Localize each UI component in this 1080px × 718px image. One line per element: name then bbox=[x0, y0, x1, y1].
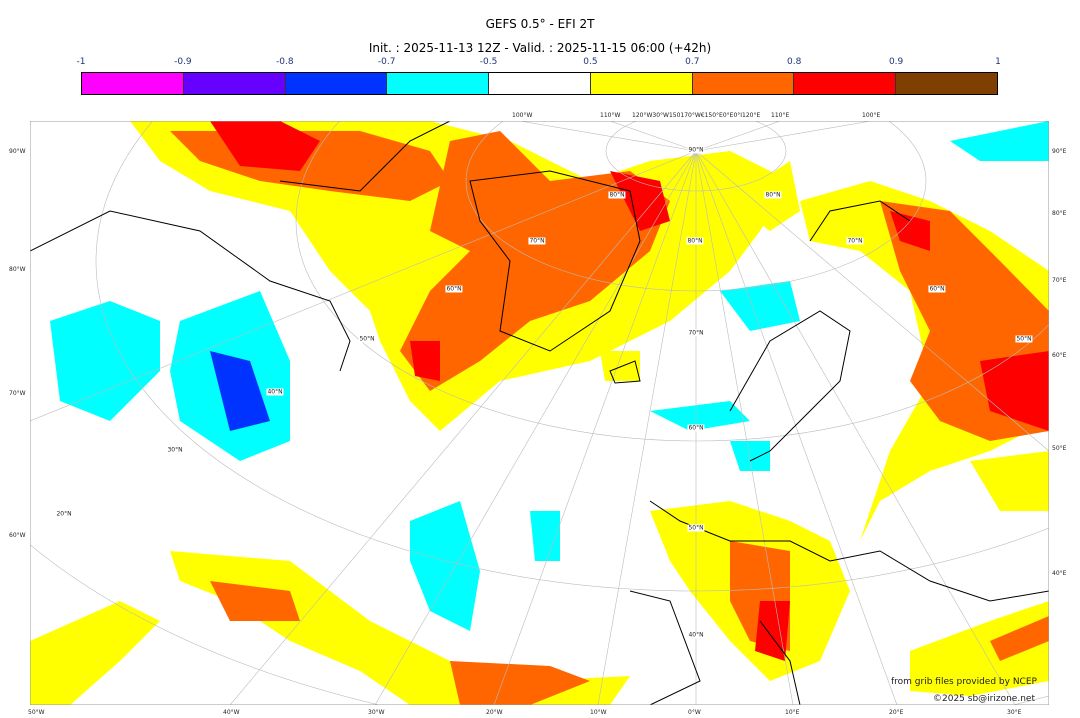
graticule-label: 50°N bbox=[358, 335, 376, 343]
colorbar-bin bbox=[285, 73, 388, 94]
colorbar-bin bbox=[387, 73, 490, 94]
graticule-label: 60°E bbox=[1052, 352, 1067, 359]
colorbar-tick: -1 bbox=[76, 57, 86, 67]
map-subtitle: Init. : 2025-11-13 12Z - Valid. : 2025-1… bbox=[368, 41, 712, 55]
colorbar-tick: 0.8 bbox=[787, 57, 802, 67]
colorbar-tick: 0.7 bbox=[685, 57, 700, 67]
graticule-label: 10°W bbox=[590, 709, 607, 716]
graticule-label: 80°N bbox=[686, 237, 704, 245]
colorbar-bin bbox=[692, 73, 795, 94]
graticule-label: 120°W30°W150170°W€150°E0°E0°I120°E bbox=[632, 112, 761, 119]
graticule-label: 0°W bbox=[688, 709, 701, 716]
graticule-label: 60°N bbox=[687, 424, 705, 432]
colorbar-tick: -0.5 bbox=[479, 57, 498, 67]
graticule-label: 70°N bbox=[687, 329, 705, 337]
graticule-label: 110°E bbox=[771, 112, 790, 119]
graticule-label: 10°E bbox=[785, 709, 800, 716]
graticule-label: 60°N bbox=[928, 285, 946, 293]
colorbar-bin bbox=[489, 73, 591, 94]
graticule-label: 30°W bbox=[368, 709, 385, 716]
colorbar-tick: 0.5 bbox=[583, 57, 598, 67]
graticule-label: 20°W bbox=[486, 709, 503, 716]
source-credit: from grib files provided by NCEP bbox=[891, 677, 1037, 687]
colorbar bbox=[81, 72, 998, 95]
graticule-label: 70°W bbox=[9, 390, 26, 397]
graticule-label: 60°N bbox=[445, 285, 463, 293]
graticule-label: 50°N bbox=[687, 524, 705, 532]
colorbar-bin bbox=[896, 73, 998, 94]
copyright: ©2025 sb@irizone.net bbox=[933, 694, 1035, 704]
graticule-label: 90°W bbox=[9, 148, 26, 155]
colorbar-tick: 0.9 bbox=[888, 57, 904, 67]
graticule-label: 20°N bbox=[55, 510, 73, 518]
graticule-label: 70°N bbox=[846, 237, 864, 245]
colorbar-bin bbox=[590, 73, 693, 94]
graticule-label: 40°E bbox=[1052, 570, 1067, 577]
colorbar-bin bbox=[183, 73, 286, 94]
graticule-label: 50°E bbox=[1052, 445, 1067, 452]
coastlines bbox=[30, 121, 1049, 705]
graticule-label: 80°E bbox=[1052, 210, 1067, 217]
colorbar-bin bbox=[82, 73, 184, 94]
graticule-label: 60°W bbox=[9, 532, 26, 539]
colorbar-tick: -0.7 bbox=[377, 57, 396, 67]
map-title: GEFS 0.5° - EFI 2T bbox=[485, 17, 595, 31]
graticule-label: 90°N bbox=[687, 146, 705, 154]
graticule-label: 50°N bbox=[1015, 335, 1033, 343]
colorbar-tick: -0.9 bbox=[174, 57, 192, 67]
graticule-label: 70°N bbox=[528, 237, 546, 245]
graticule-label: 90°E bbox=[1052, 148, 1067, 155]
graticule-label: 80°N bbox=[764, 191, 782, 199]
graticule-label: 40°W bbox=[223, 709, 240, 716]
graticule-label: 110°W bbox=[600, 112, 621, 119]
graticule-label: 70°E bbox=[1052, 277, 1067, 284]
graticule-label: 40°N bbox=[266, 388, 284, 396]
graticule-label: 30°N bbox=[166, 446, 184, 454]
graticule-label: 40°N bbox=[687, 631, 705, 639]
efi-warm-red bbox=[210, 121, 1049, 661]
colorbar-tick: -0.8 bbox=[275, 57, 294, 67]
graticule bbox=[30, 121, 1049, 705]
graticule-label: 30°E bbox=[1007, 709, 1022, 716]
graticule-label: 80°N bbox=[608, 191, 626, 199]
graticule-label: 20°E bbox=[889, 709, 904, 716]
graticule-label: 50°W bbox=[28, 709, 45, 716]
map-plot bbox=[30, 121, 1049, 705]
colorbar-bin bbox=[794, 73, 897, 94]
graticule-label: 100°W bbox=[512, 112, 533, 119]
graticule-label: 100°E bbox=[862, 112, 881, 119]
efi-cold-blue bbox=[210, 351, 270, 431]
colorbar-tick: 1 bbox=[995, 57, 1001, 67]
graticule-label: 80°W bbox=[9, 266, 26, 273]
